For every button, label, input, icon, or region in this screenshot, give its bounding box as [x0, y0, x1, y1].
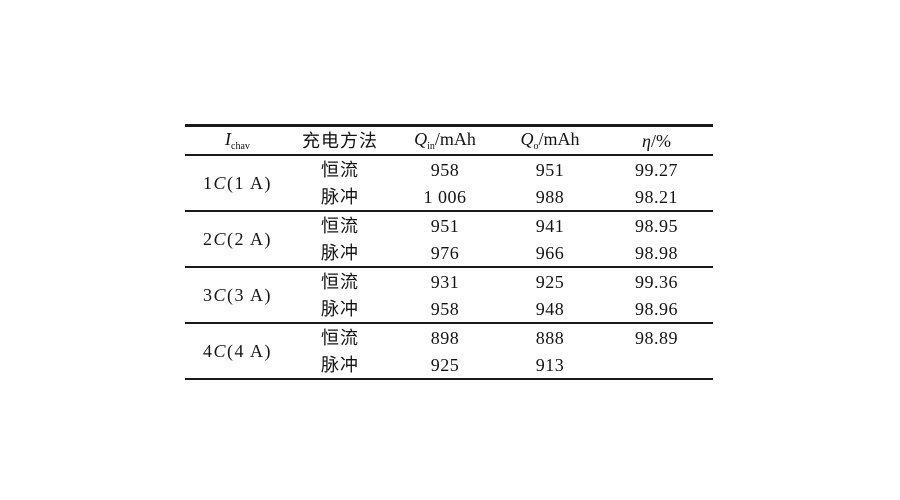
rate-cell-1c: 1C(1 A) — [185, 154, 290, 211]
rate-number: 1 — [202, 173, 214, 193]
rate-cell-2c: 2C(2 A) — [185, 210, 290, 267]
eta-cell: 98.98 — [635, 242, 678, 263]
rate-cell-4c: 4C(4 A) — [185, 322, 290, 379]
header-q-out: Qo/mAh — [500, 125, 600, 156]
method-cell: 恒流 — [290, 266, 390, 295]
rate-number: 4 — [202, 341, 214, 361]
table-row: 2C(2 A) 恒流 951 941 98.95 — [185, 210, 713, 267]
table-row: 4C(4 A) 恒流 898 888 98.89 — [185, 322, 713, 379]
rate-number: 3 — [202, 285, 214, 305]
rate-c: C — [213, 173, 227, 193]
method-cell: 恒流 — [290, 322, 390, 351]
table-row: 脉冲 1 006 988 98.21 — [185, 183, 713, 211]
q-out-subscript: o — [533, 140, 539, 152]
eta-cell: 99.27 — [600, 154, 713, 183]
rate-cell-3c: 3C(3 A) — [185, 266, 290, 323]
method-cell: 脉冲 — [321, 354, 359, 375]
table-row: 1C(1 A) 恒流 958 951 99.27 — [185, 154, 713, 211]
eta-unit: /% — [650, 130, 671, 151]
method-cell: 脉冲 — [321, 186, 359, 207]
method-cell: 脉冲 — [321, 298, 359, 319]
table-row: 脉冲 976 966 98.98 — [185, 239, 713, 267]
q-in-cell: 931 — [390, 266, 500, 295]
q-out-cell: 913 — [535, 354, 565, 375]
q-out-cell: 951 — [500, 154, 600, 183]
header-charging-method: 充电方法 — [290, 125, 390, 156]
q-in-cell: 951 — [390, 210, 500, 239]
rate-paren: (3 A) — [227, 285, 272, 305]
q-out-symbol: Q — [520, 128, 534, 149]
header-row: Ichav 充电方法 Qin/mAh Qo/mAh η/% — [185, 125, 713, 156]
method-cell: 恒流 — [290, 210, 390, 239]
q-out-unit: /mAh — [538, 128, 580, 149]
charging-method-table: Ichav 充电方法 Qin/mAh Qo/mAh η/% 1C(1 A) 恒流… — [185, 124, 713, 380]
q-in-cell: 925 — [430, 354, 460, 375]
eta-cell: 98.96 — [635, 298, 678, 319]
rate-number: 2 — [202, 229, 214, 249]
rate-paren: (2 A) — [227, 229, 272, 249]
q-in-cell: 958 — [390, 154, 500, 183]
eta-cell: 98.21 — [635, 186, 678, 207]
q-in-unit: /mAh — [434, 128, 476, 149]
eta-cell: 98.89 — [600, 322, 713, 351]
q-out-cell: 948 — [535, 298, 565, 319]
q-in-subscript: in — [427, 140, 435, 152]
q-in-cell: 898 — [390, 322, 500, 351]
q-out-cell: 941 — [500, 210, 600, 239]
eta-cell — [600, 351, 713, 379]
eta-symbol: η — [642, 130, 651, 151]
table-row: 脉冲 958 948 98.96 — [185, 295, 713, 323]
rate-c: C — [213, 285, 227, 305]
rate-paren: (1 A) — [227, 173, 272, 193]
table-row: 3C(3 A) 恒流 931 925 99.36 — [185, 266, 713, 323]
method-cell: 恒流 — [290, 154, 390, 183]
q-out-cell: 888 — [500, 322, 600, 351]
eta-cell: 99.36 — [600, 266, 713, 295]
header-charge-current: Ichav — [185, 125, 290, 156]
table-row: 脉冲 925 913 — [185, 351, 713, 379]
header-efficiency: η/% — [600, 125, 713, 156]
q-out-cell: 988 — [535, 186, 565, 207]
q-in-cell: 958 — [430, 298, 460, 319]
q-out-cell: 966 — [535, 242, 565, 263]
method-cell: 脉冲 — [321, 242, 359, 263]
rate-c: C — [213, 229, 227, 249]
header-q-in: Qin/mAh — [390, 125, 500, 156]
rate-paren: (4 A) — [227, 341, 272, 361]
q-in-cell: 976 — [430, 242, 460, 263]
current-symbol: I — [225, 128, 232, 149]
q-in-symbol: Q — [414, 128, 428, 149]
q-in-cell: 1 006 — [423, 186, 467, 207]
current-subscript: chav — [231, 140, 250, 152]
rate-c: C — [213, 341, 227, 361]
eta-cell: 98.95 — [600, 210, 713, 239]
q-out-cell: 925 — [500, 266, 600, 295]
